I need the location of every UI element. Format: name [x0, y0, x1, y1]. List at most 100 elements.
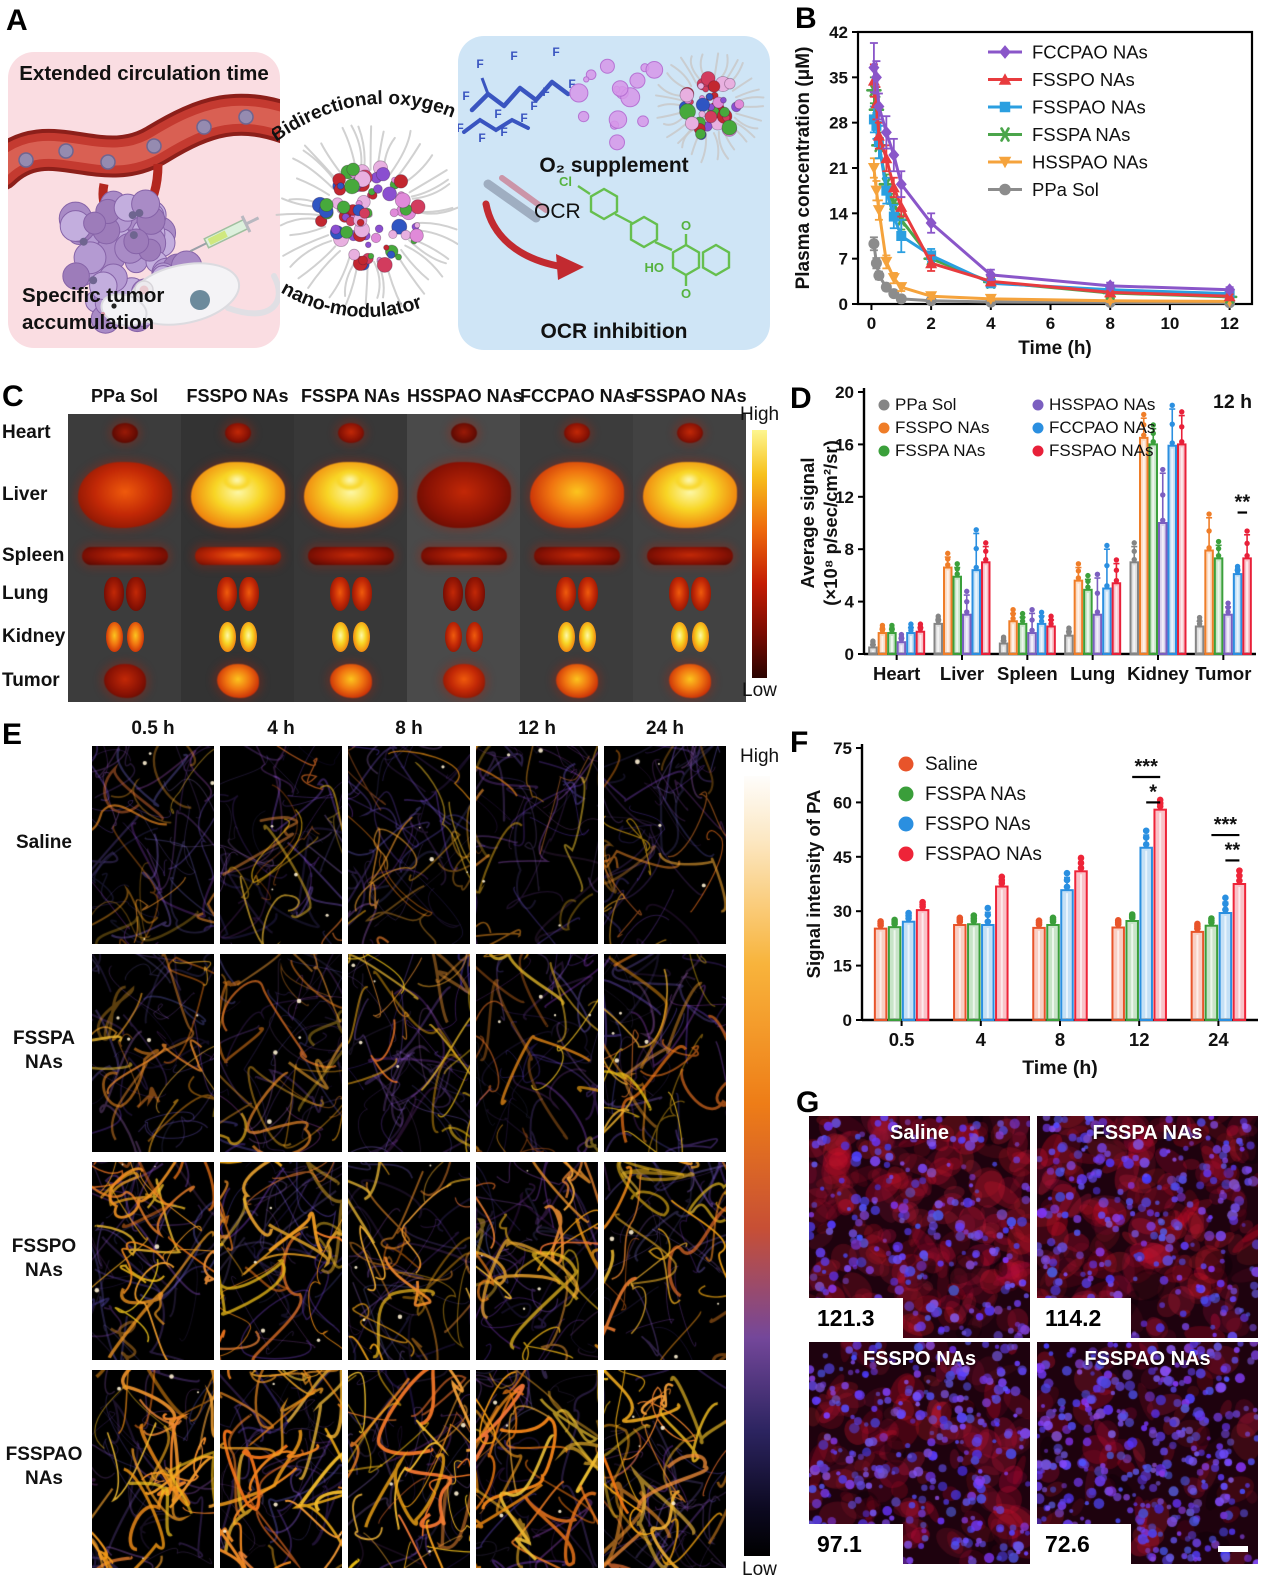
- svg-text:16: 16: [835, 435, 854, 454]
- organ-image: [181, 660, 294, 702]
- svg-text:28: 28: [829, 114, 848, 133]
- pa-image: [92, 954, 214, 1152]
- pa-image: [220, 954, 342, 1152]
- organ-image: [181, 574, 294, 614]
- if-label-fsspa: FSSPA NAs: [1092, 1122, 1203, 1144]
- svg-text:***: ***: [1135, 756, 1159, 778]
- tumor-blob: [668, 664, 711, 698]
- svg-text:FSSPA NAs: FSSPA NAs: [895, 441, 985, 460]
- organ-image: [633, 538, 746, 574]
- plasma-concentration-chart: 0 7 14 21 28 35 42 0 2 4 6 8 10 12 Time (h) Plasma conc…: [793, 23, 1254, 359]
- organ-image: [520, 574, 633, 614]
- svg-text:F: F: [478, 131, 485, 145]
- vessel-tumor-mouse-illustration: [8, 93, 280, 334]
- svg-text:F: F: [530, 99, 537, 113]
- svg-text:0: 0: [839, 295, 848, 314]
- nano-modulator-arc-text: nano-modulator: [278, 277, 425, 322]
- svg-text:F: F: [542, 85, 549, 99]
- panel-g-label: G: [796, 1086, 820, 1119]
- kidney-blob: [104, 622, 146, 652]
- if-image-fsspao: FSSPAO NAs 72.6: [1037, 1342, 1258, 1564]
- if-image-saline: Saline 121.3: [809, 1116, 1030, 1338]
- panel-b-label: B: [795, 2, 817, 35]
- svg-text:15: 15: [833, 957, 852, 976]
- svg-text:0: 0: [867, 314, 876, 333]
- organ-image: [294, 614, 407, 660]
- svg-text:8: 8: [1105, 314, 1114, 333]
- organ-column: [633, 414, 746, 702]
- svg-text:60: 60: [833, 793, 852, 812]
- svg-text:**: **: [1235, 492, 1251, 514]
- liver-blob: [529, 462, 624, 528]
- organ-column: [181, 414, 294, 702]
- svg-text:F: F: [462, 89, 469, 103]
- organ-row-label: Spleen: [2, 545, 65, 566]
- organ-row-label: Lung: [2, 583, 49, 604]
- svg-text:Lung: Lung: [1070, 663, 1115, 684]
- organ-image-block: [68, 414, 746, 702]
- organ-image: [407, 452, 520, 538]
- heart-blob: [224, 423, 251, 443]
- lung-blob: [668, 577, 712, 611]
- organ-image: [633, 614, 746, 660]
- pa-image: [348, 1162, 470, 1360]
- svg-text:F: F: [552, 45, 559, 59]
- if-value-saline: 121.3: [817, 1304, 875, 1331]
- organ-column-header: FSSPA NAs: [300, 386, 401, 406]
- pa-image: [476, 954, 598, 1152]
- svg-text:Cl: Cl: [559, 174, 572, 189]
- svg-text:Kidney: Kidney: [1127, 663, 1189, 684]
- organ-row-label: Kidney: [2, 626, 66, 647]
- heart-blob: [450, 423, 477, 443]
- organ-image: [520, 538, 633, 574]
- svg-text:4: 4: [845, 593, 855, 612]
- svg-text:12: 12: [1129, 1029, 1150, 1050]
- kidney-blob: [669, 622, 711, 652]
- svg-text:F: F: [568, 77, 575, 91]
- svg-text:HO: HO: [645, 260, 665, 275]
- liver-blob: [642, 462, 737, 528]
- o2-supplement-label: O₂ supplement: [539, 154, 689, 177]
- lung-blob: [442, 577, 486, 611]
- pa-colorbar-low-label: Low: [742, 1559, 777, 1580]
- tumor-blob: [442, 664, 485, 698]
- svg-text:FSSPA NAs: FSSPA NAs: [1032, 124, 1130, 145]
- svg-text:FSSPAO NAs: FSSPAO NAs: [1049, 441, 1154, 460]
- if-value-fsspo: 97.1: [817, 1530, 862, 1557]
- circulation-panel: Extended circulation time Specific tumor…: [8, 52, 280, 348]
- svg-text:FSSPA NAs: FSSPA NAs: [925, 784, 1026, 805]
- liver-blob: [303, 462, 398, 528]
- if-label-saline: Saline: [890, 1122, 949, 1144]
- svg-text:FSSPO NAs: FSSPO NAs: [1032, 69, 1135, 90]
- svg-text:Plasma concentration (μM): Plasma concentration (μM): [793, 47, 814, 290]
- svg-text:75: 75: [833, 739, 852, 758]
- kidney-blob: [556, 622, 598, 652]
- svg-text:45: 45: [833, 848, 852, 867]
- organ-image: [520, 414, 633, 452]
- panel-f-label: F: [790, 726, 809, 759]
- pa-image: [604, 746, 726, 944]
- biodistribution-bar-chart: 0 4 8 12 16 20 Heart Liver Spleen Lung Kidney Tumor…: [800, 383, 1256, 684]
- svg-text:20: 20: [835, 383, 854, 402]
- liver-blob: [190, 462, 285, 528]
- svg-text:Bidirectional oxygen: Bidirectional oxygen: [272, 88, 459, 146]
- pa-image: [348, 746, 470, 944]
- pa-image: [476, 746, 598, 944]
- organ-image: [633, 414, 746, 452]
- organ-image: [633, 574, 746, 614]
- organ-image: [633, 660, 746, 702]
- svg-text:FSSPO NAs: FSSPO NAs: [895, 418, 989, 437]
- oxygen-function-panel: F F F F F F F F F F F F Cl O O HO O₂ supplement OCR OCR…: [458, 36, 770, 350]
- kidney-blob: [217, 622, 259, 652]
- panel-a-label: A: [6, 4, 28, 37]
- colorbar-low-label: Low: [742, 680, 777, 701]
- bidirectional-oxygen-arc-text: Bidirectional oxygen: [272, 88, 459, 146]
- organ-column-header: FCCPAO NAs: [520, 386, 636, 406]
- heart-blob: [111, 423, 138, 443]
- svg-text:7: 7: [839, 250, 848, 269]
- svg-text:42: 42: [829, 23, 848, 42]
- organ-image: [407, 574, 520, 614]
- tumor-blob: [329, 664, 372, 698]
- svg-text:FSSPAO NAs: FSSPAO NAs: [1032, 97, 1146, 118]
- svg-text:**: **: [1225, 839, 1241, 861]
